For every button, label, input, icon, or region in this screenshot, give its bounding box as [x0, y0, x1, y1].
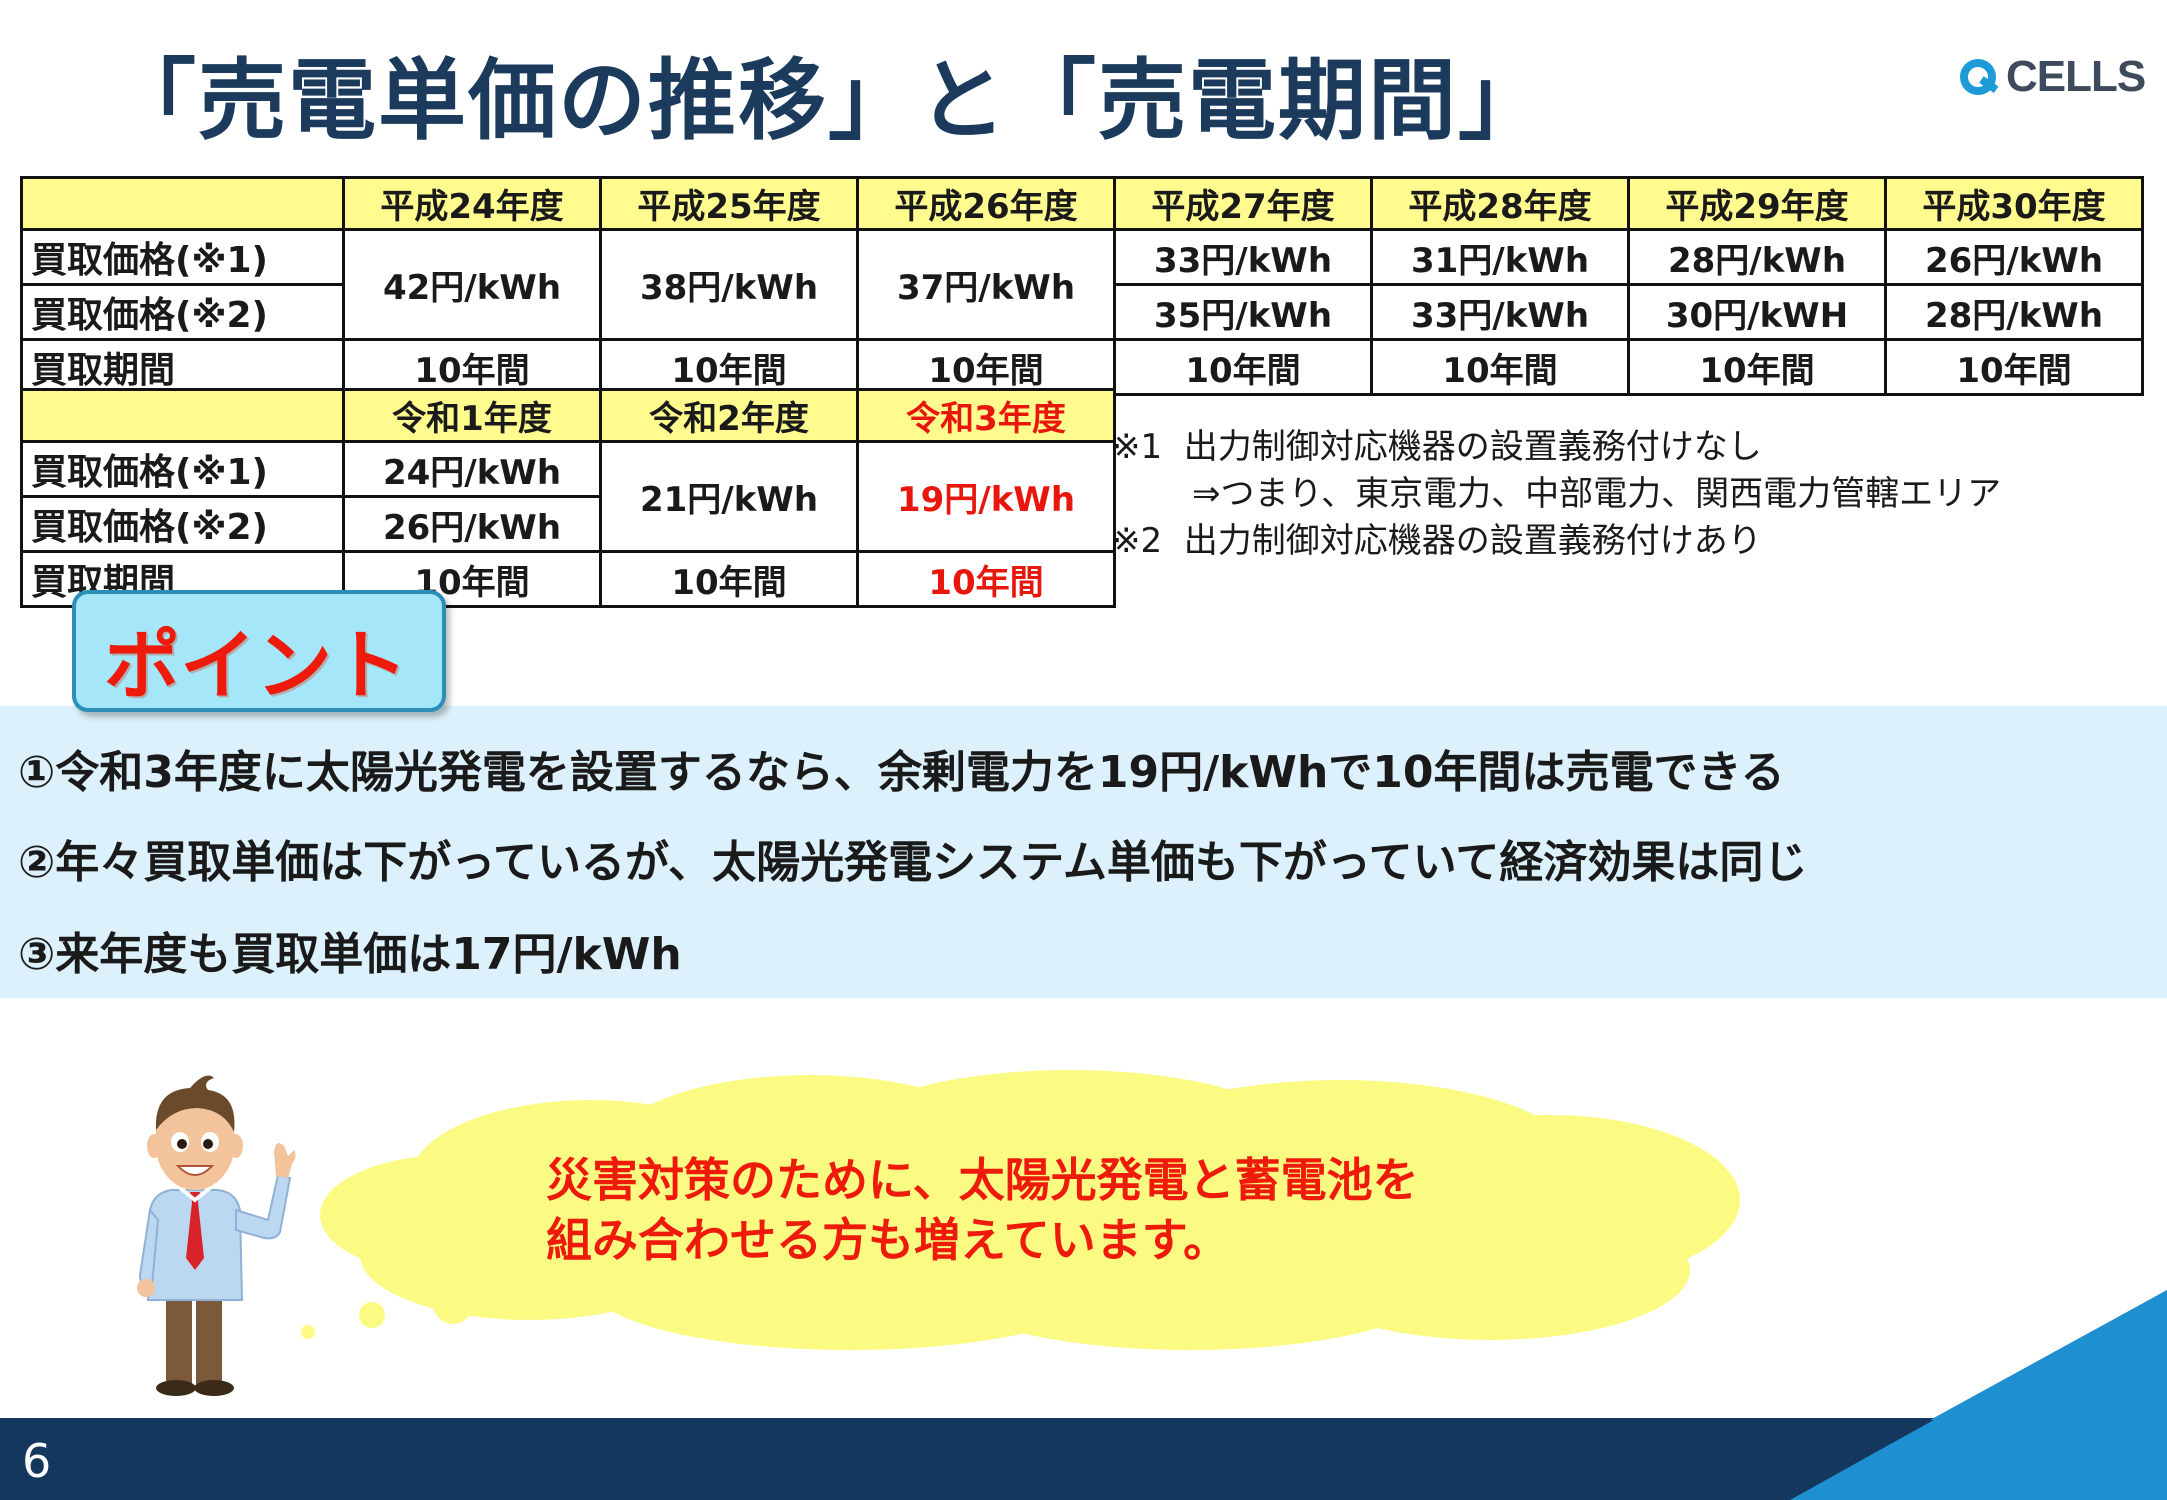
price-r2: 21円/kWh	[599, 440, 859, 553]
price-h25: 38円/kWh	[599, 228, 859, 341]
period-h27: 10年間	[1113, 338, 1373, 396]
header-r3: 令和3年度	[856, 388, 1116, 443]
period-h29: 10年間	[1627, 338, 1887, 396]
note-1: ※1 出力制御対応機器の設置義務付けなし	[1112, 424, 2001, 471]
price1-h30: 26円/kWh	[1884, 228, 2144, 286]
footnotes: ※1 出力制御対応機器の設置義務付けなし ⇒つまり、東京電力、中部電力、関西電力…	[1112, 424, 2001, 565]
note-2-text: 出力制御対応機器の設置義務付けあり	[1183, 521, 1762, 561]
table-corner	[20, 388, 345, 443]
header-r2: 令和2年度	[599, 388, 859, 443]
row-label-price2: 買取価格(※2)	[20, 495, 345, 553]
row-label-price1: 買取価格(※1)	[20, 228, 345, 286]
point-item-2: ②年々買取単価は下がっているが、太陽光発電システム単価も下がっていて経済効果は同…	[18, 837, 1808, 888]
heisei-rate-table: 平成24年度 平成25年度 平成26年度 平成27年度 平成28年度 平成29年…	[20, 176, 2144, 396]
point-label: ポイント	[104, 621, 408, 710]
header-r1: 令和1年度	[342, 388, 602, 443]
point-item-3: ③来年度も買取単価は17円/kWh	[18, 929, 682, 980]
period-h26: 10年間	[856, 338, 1116, 396]
page-number: 6	[22, 1434, 52, 1488]
period-r2: 10年間	[599, 550, 859, 608]
table-corner	[20, 176, 345, 231]
q-logo-icon	[1960, 59, 1999, 95]
note-1-mark: ※1	[1112, 427, 1163, 467]
page-title: 「売電単価の推移」と「売電期間」	[108, 49, 1549, 152]
qcells-logo: CELLS	[1958, 52, 2146, 102]
note-2-mark: ※2	[1112, 521, 1163, 561]
price2-h29: 30円/kWH	[1627, 283, 1887, 341]
point-item-1: ①令和3年度に太陽光発電を設置するなら、余剰電力を19円/kWhで10年間は売電…	[18, 747, 1785, 798]
price1-h28: 31円/kWh	[1370, 228, 1630, 286]
period-h25: 10年間	[599, 338, 859, 396]
header-h27: 平成27年度	[1113, 176, 1373, 231]
price1-r1: 24円/kWh	[342, 440, 602, 498]
note-1-sub: ⇒つまり、東京電力、中部電力、関西電力管轄エリア	[1192, 474, 2002, 514]
price-r3: 19円/kWh	[856, 440, 1116, 553]
price2-h30: 28円/kWh	[1884, 283, 2144, 341]
note-2: ※2 出力制御対応機器の設置義務付けあり	[1112, 518, 2001, 565]
point-badge: ポイント	[72, 590, 446, 712]
header-h24: 平成24年度	[342, 176, 602, 231]
period-h30: 10年間	[1884, 338, 2144, 396]
price1-h27: 33円/kWh	[1113, 228, 1373, 286]
row-label-price1: 買取価格(※1)	[20, 440, 345, 498]
price2-h27: 35円/kWh	[1113, 283, 1373, 341]
footer-bar	[0, 1418, 2167, 1500]
price-h24: 42円/kWh	[342, 228, 602, 341]
logo-text: CELLS	[2006, 52, 2146, 101]
speech-text: 災害対策のために、太陽光発電と蓄電池を 組み合わせる方も増えています。	[546, 1150, 1419, 1270]
row-label-period: 買取期間	[20, 338, 345, 396]
header-h25: 平成25年度	[599, 176, 859, 231]
row-label-price2: 買取価格(※2)	[20, 283, 345, 341]
businessman-illustration	[137, 1075, 296, 1396]
price2-h28: 33円/kWh	[1370, 283, 1630, 341]
note-1-text: 出力制御対応機器の設置義務付けなし	[1183, 427, 1762, 467]
speech-line-2: 組み合わせる方も増えています。	[546, 1213, 1230, 1267]
price-h26: 37円/kWh	[856, 228, 1116, 341]
header-h30: 平成30年度	[1884, 176, 2144, 231]
reiwa-rate-table: 令和1年度 令和2年度 令和3年度 買取価格(※1) 24円/kWh 21円/k…	[20, 388, 1116, 608]
header-h28: 平成28年度	[1370, 176, 1630, 231]
price1-h29: 28円/kWh	[1627, 228, 1887, 286]
header-h29: 平成29年度	[1627, 176, 1887, 231]
period-h28: 10年間	[1370, 338, 1630, 396]
period-r3: 10年間	[856, 550, 1116, 608]
speech-line-1: 災害対策のために、太陽光発電と蓄電池を	[546, 1153, 1419, 1207]
price2-r1: 26円/kWh	[342, 495, 602, 553]
point-band	[0, 706, 2167, 998]
thought-cloud	[301, 1070, 1740, 1350]
header-h26: 平成26年度	[856, 176, 1116, 231]
period-h24: 10年間	[342, 338, 602, 396]
